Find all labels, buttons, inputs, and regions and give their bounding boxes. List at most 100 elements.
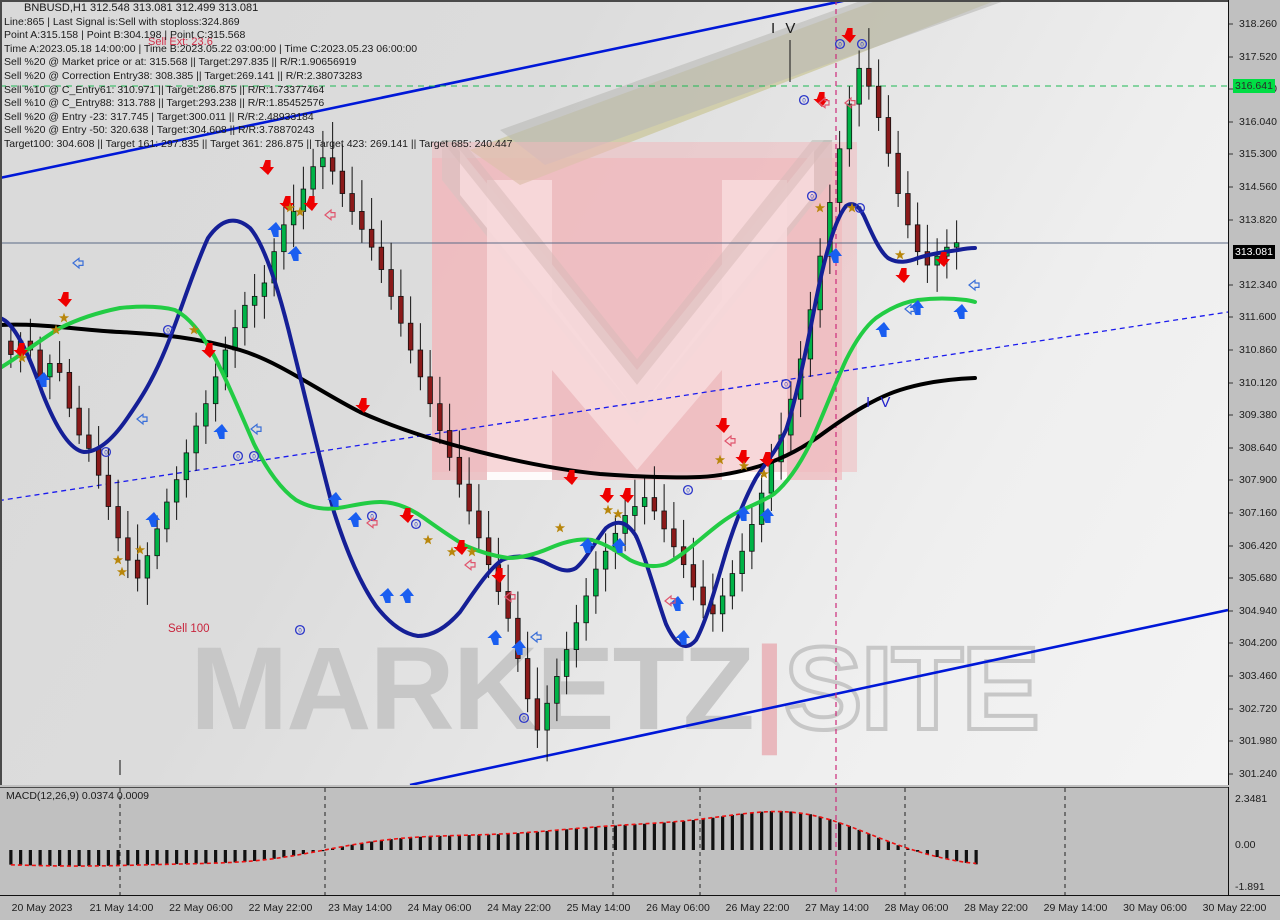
price-axis-label: 301.240 bbox=[1239, 767, 1277, 780]
sell-arrow-icon bbox=[935, 252, 951, 267]
macd-bar bbox=[379, 840, 383, 850]
channel-line-upper bbox=[0, 0, 854, 180]
info-line-6: Sell %10 @ C_Entry88: 313.788 || Target:… bbox=[4, 97, 325, 110]
circle-marker-label: 0 bbox=[810, 195, 814, 201]
macd-pane[interactable]: MACD(12,26,9) 0.0374 0.0009 bbox=[0, 787, 1228, 895]
macd-bar bbox=[730, 815, 734, 850]
macd-bar bbox=[106, 850, 110, 866]
buy-arrow-icon bbox=[511, 640, 527, 655]
macd-bar bbox=[194, 850, 198, 864]
fib-band-gray bbox=[500, 0, 1007, 165]
ma-slow-black-line bbox=[0, 322, 977, 480]
macd-gridlines bbox=[119, 788, 1066, 895]
time-axis-label: 20 May 2023 bbox=[11, 902, 73, 914]
candle-body bbox=[144, 555, 151, 579]
price-axis-tick bbox=[1229, 545, 1233, 547]
candle-body bbox=[261, 282, 268, 297]
candle-body bbox=[856, 67, 862, 105]
star-marker-icon bbox=[58, 312, 70, 323]
candle-body bbox=[203, 403, 209, 427]
candle-body bbox=[251, 295, 258, 306]
circle-marker-icon bbox=[232, 450, 244, 462]
hollow-arrow-icon bbox=[504, 590, 516, 603]
candle-body bbox=[212, 376, 219, 405]
candle-body bbox=[924, 251, 931, 266]
macd-bar bbox=[67, 850, 71, 867]
time-axis-label: 22 May 22:00 bbox=[248, 902, 313, 914]
buy-arrow-icon bbox=[487, 630, 502, 645]
macd-bar bbox=[418, 836, 422, 850]
candle-body bbox=[476, 510, 482, 539]
price-axis-label: 308.640 bbox=[1239, 441, 1277, 454]
hollow-arrow-icon bbox=[72, 257, 84, 270]
candle-body bbox=[154, 528, 160, 557]
hollow-arrow-icon bbox=[664, 594, 676, 607]
star-marker-icon bbox=[894, 249, 906, 260]
candle-body bbox=[8, 340, 14, 355]
candle-body bbox=[836, 148, 843, 203]
candle-body bbox=[758, 492, 765, 525]
sell-arrow-icon bbox=[619, 488, 635, 503]
price-axis-tick bbox=[1229, 316, 1233, 318]
circle-marker-icon bbox=[798, 94, 810, 106]
price-axis[interactable]: 318.260317.520316.780316.040315.300314.5… bbox=[1228, 0, 1280, 785]
macd-bar bbox=[935, 850, 939, 858]
time-axis-label: 30 May 06:00 bbox=[1123, 902, 1187, 914]
hollow-arrow-icon bbox=[366, 516, 378, 529]
candle-body bbox=[290, 211, 297, 226]
macd-bar bbox=[896, 845, 900, 850]
candle-body bbox=[466, 483, 472, 512]
price-axis-label: 302.720 bbox=[1239, 702, 1277, 715]
star-marker-icon bbox=[134, 544, 146, 555]
candle-body bbox=[905, 193, 911, 226]
star-marker-icon bbox=[112, 554, 124, 565]
macd-bar bbox=[760, 811, 764, 850]
wave-label-iv-mid: I V bbox=[866, 394, 894, 411]
time-axis-label: 24 May 22:00 bbox=[487, 902, 551, 914]
candle-body bbox=[895, 152, 901, 194]
macd-bar bbox=[623, 824, 627, 850]
macd-bar bbox=[818, 816, 822, 850]
circle-marker-icon bbox=[518, 712, 530, 724]
macd-bar bbox=[496, 834, 500, 850]
star-marker-icon bbox=[554, 522, 566, 533]
macd-bar bbox=[214, 850, 218, 864]
circle-marker-label: 0 bbox=[252, 455, 256, 461]
price-axis-tick bbox=[1229, 88, 1233, 90]
hollow-arrow-icon bbox=[724, 434, 736, 447]
candle-body bbox=[651, 497, 658, 512]
star-marker-icon bbox=[284, 202, 296, 213]
buy-arrow-icon bbox=[611, 538, 627, 553]
macd-bar bbox=[691, 820, 695, 850]
price-axis-tick bbox=[1229, 153, 1233, 155]
candle-body bbox=[778, 434, 784, 463]
macd-bar bbox=[769, 811, 773, 850]
macd-bar bbox=[370, 841, 374, 850]
candle-body bbox=[700, 586, 706, 606]
price-axis-label: 309.380 bbox=[1239, 409, 1277, 422]
candle-body bbox=[534, 698, 541, 731]
candle-body bbox=[378, 246, 385, 270]
hollow-arrow-icon bbox=[844, 96, 856, 109]
time-axis-label: 28 May 06:00 bbox=[884, 902, 949, 914]
price-chart-pane[interactable]: MARKETZ|SITE bbox=[0, 0, 1228, 785]
macd-bar bbox=[906, 848, 910, 850]
candle-body bbox=[164, 501, 170, 530]
candle-body bbox=[524, 658, 531, 700]
time-axis-label: 30 May 22:00 bbox=[1202, 902, 1267, 914]
circle-marker-label: 0 bbox=[522, 717, 526, 723]
candle-body bbox=[641, 497, 648, 507]
macd-bar bbox=[282, 850, 286, 858]
macd-bar bbox=[467, 835, 471, 850]
buy-arrow-icon bbox=[675, 630, 691, 645]
candle-body bbox=[427, 376, 433, 405]
time-axis-label: 21 May 14:00 bbox=[89, 902, 154, 914]
circle-marker-icon bbox=[248, 450, 260, 462]
price-axis-label: 304.940 bbox=[1239, 604, 1277, 617]
time-axis[interactable]: 20 May 2023 21 May 14:00 22 May 06:00 22 Ma… bbox=[0, 895, 1280, 920]
macd-bar bbox=[77, 850, 81, 867]
price-axis-label: 303.460 bbox=[1239, 670, 1277, 682]
sell-arrow-icon bbox=[735, 450, 751, 465]
macd-signal-line bbox=[10, 810, 977, 867]
price-axis-label: 316.040 bbox=[1239, 115, 1277, 128]
